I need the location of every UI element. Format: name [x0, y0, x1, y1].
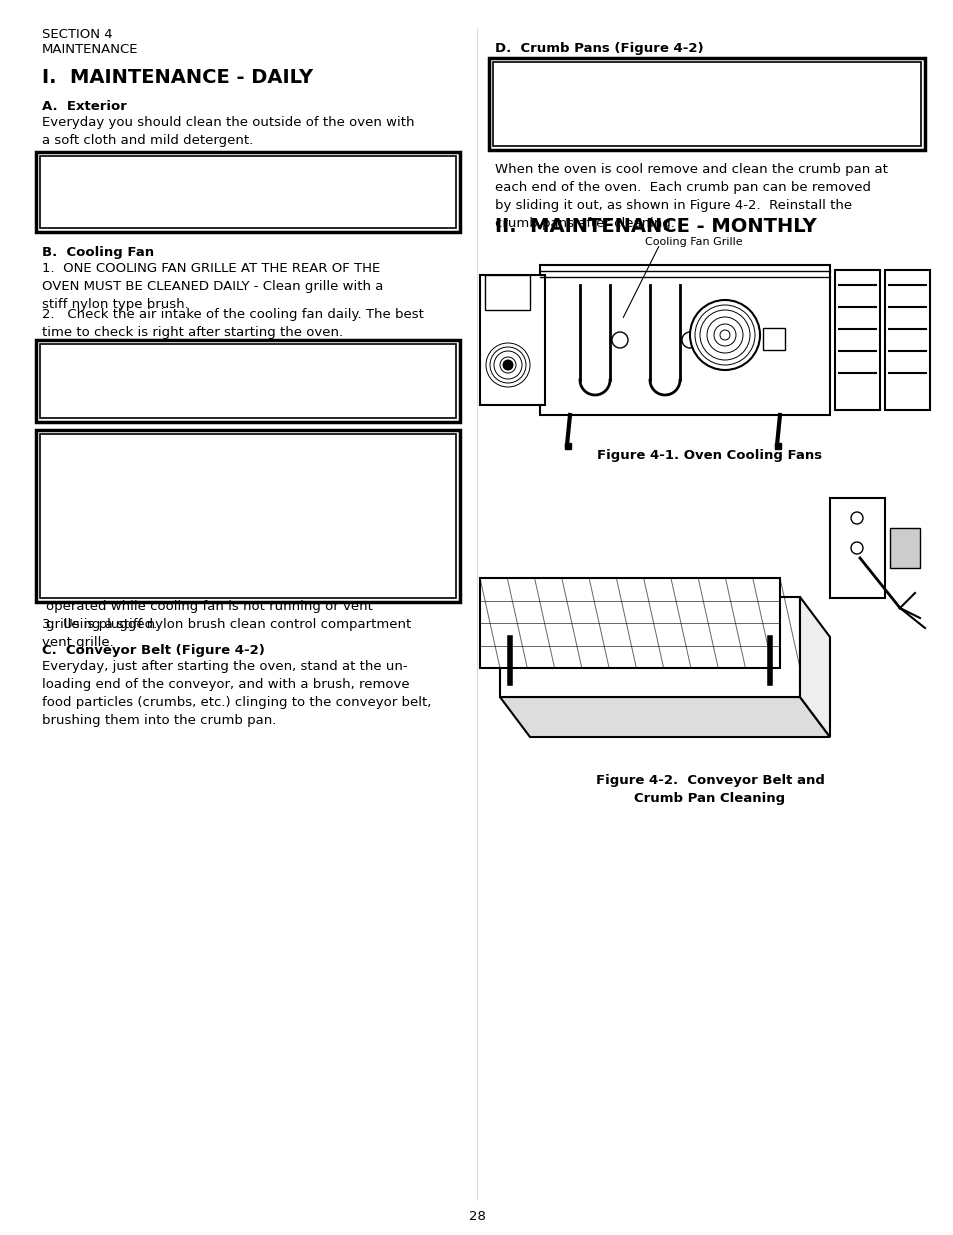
- Bar: [834, 270, 879, 410]
- Bar: [36, 430, 459, 601]
- Text: The cooling fan operates when the blower switch
is turned to “ON” (“I”). It must: The cooling fan operates when the blower…: [46, 370, 384, 420]
- Text: WARNING: WARNING: [207, 165, 294, 182]
- Bar: [884, 270, 929, 410]
- Text: A.  Exterior: A. Exterior: [42, 100, 127, 112]
- Text: Everyday, just after starting the oven, stand at the un-
loading end of the conv: Everyday, just after starting the oven, …: [42, 659, 431, 727]
- Text: B.  Cooling Fan: B. Cooling Fan: [42, 246, 154, 259]
- Text: Crumb pan is extremely hot while oven
is operating.  Allow oven to cool before
r: Crumb pan is extremely hot while oven is…: [561, 90, 857, 140]
- Text: Never use a water hose or pressurized steam
cleaning equipment when cleaning the: Never use a water hose or pressurized st…: [81, 186, 420, 217]
- Bar: [484, 275, 530, 310]
- Bar: [493, 62, 920, 146]
- Text: D.  Crumb Pans (Figure 4-2): D. Crumb Pans (Figure 4-2): [495, 42, 703, 56]
- Text: 3.  Using a stiff nylon brush clean control compartment
vent grille.: 3. Using a stiff nylon brush clean contr…: [42, 618, 411, 650]
- Text: Cooling Fan Grille: Cooling Fan Grille: [644, 237, 741, 247]
- Bar: [479, 275, 544, 405]
- Text: SECTION 4: SECTION 4: [42, 28, 112, 41]
- Bar: [36, 152, 459, 232]
- Text: MAINTENANCE: MAINTENANCE: [42, 43, 138, 56]
- Text: 1.  ONE COOLING FAN GRILLE AT THE REAR OF THE
OVEN MUST BE CLEANED DAILY - Clean: 1. ONE COOLING FAN GRILLE AT THE REAR OF…: [42, 262, 383, 311]
- Bar: [40, 156, 456, 228]
- Text: IF FAN BLADE IS NOT ROTATING, BROKEN,
OR FAN ASSEMBLY IS MISSING FROM MAIN
BLOWE: IF FAN BLADE IS NOT ROTATING, BROKEN, OR…: [46, 462, 363, 547]
- Polygon shape: [499, 597, 800, 697]
- Bar: [40, 345, 456, 417]
- Text: Figure 4-2.  Conveyor Belt and
Crumb Pan Cleaning: Figure 4-2. Conveyor Belt and Crumb Pan …: [595, 774, 823, 805]
- Bar: [829, 498, 884, 598]
- Bar: [774, 443, 781, 450]
- Polygon shape: [499, 697, 829, 737]
- Bar: [40, 433, 456, 598]
- Text: II.  MAINTENANCE - MONTHLY: II. MAINTENANCE - MONTHLY: [495, 217, 816, 236]
- Bar: [539, 266, 829, 415]
- Bar: [36, 340, 459, 422]
- Text: Serious damage
could be done to the burner blower motor and/
or solid-state elec: Serious damage could be done to the burn…: [46, 546, 373, 631]
- Bar: [889, 529, 919, 568]
- Text: When the oven is cool remove and clean the crumb pan at
each end of the oven.  E: When the oven is cool remove and clean t…: [495, 163, 887, 230]
- Bar: [479, 578, 780, 668]
- Text: IMPORTANT NOTE: IMPORTANT NOTE: [185, 354, 317, 367]
- Circle shape: [689, 300, 760, 370]
- Text: 2.   Check the air intake of the cooling fan daily. The best
time to check is ri: 2. Check the air intake of the cooling f…: [42, 308, 423, 338]
- Text: C.  Conveyor Belt (Figure 4-2): C. Conveyor Belt (Figure 4-2): [42, 643, 265, 657]
- Text: WARNING: WARNING: [207, 445, 294, 459]
- Text: I.  MAINTENANCE - DAILY: I. MAINTENANCE - DAILY: [42, 68, 313, 86]
- Bar: [564, 443, 571, 450]
- Polygon shape: [800, 597, 829, 737]
- Text: WARNING: WARNING: [665, 72, 753, 86]
- Bar: [489, 58, 924, 149]
- Circle shape: [502, 359, 513, 370]
- Text: Everyday you should clean the outside of the oven with
a soft cloth and mild det: Everyday you should clean the outside of…: [42, 116, 414, 147]
- Text: Figure 4-1. Oven Cooling Fans: Figure 4-1. Oven Cooling Fans: [597, 450, 821, 462]
- Text: 28: 28: [468, 1210, 485, 1223]
- Bar: [762, 329, 784, 350]
